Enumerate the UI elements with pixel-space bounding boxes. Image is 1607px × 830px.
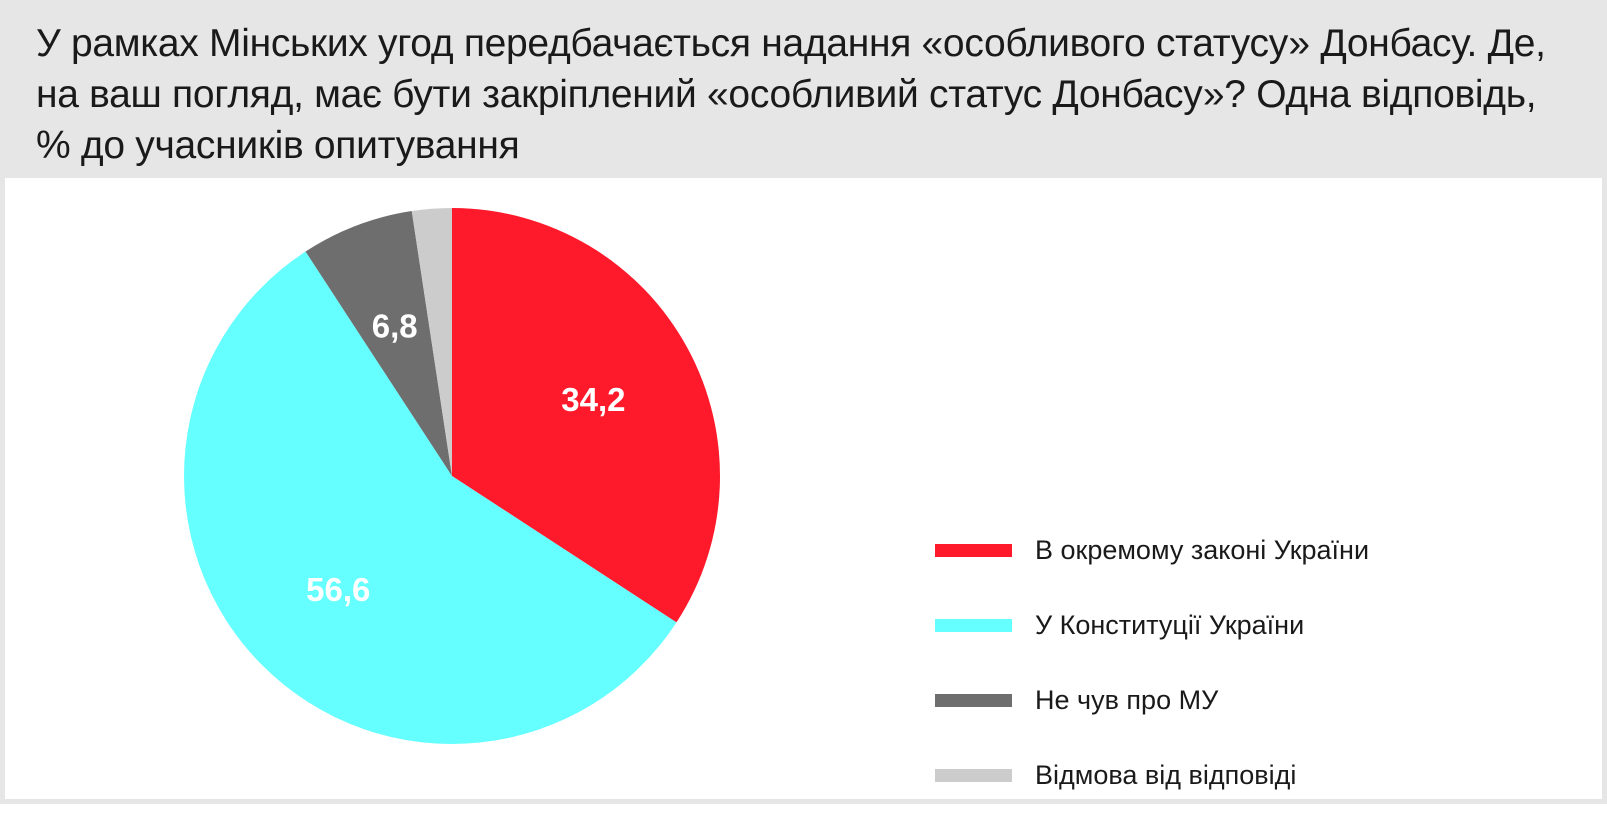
pie-chart: 34,2 56,6 6,8 — [183, 208, 720, 744]
slice-value-label-2: 6,8 — [372, 307, 418, 344]
pie-slice-0 — [452, 208, 720, 623]
pie-slice-2 — [305, 211, 452, 477]
legend-label: Не чув про МУ — [1035, 685, 1219, 715]
legend-swatch — [935, 619, 1012, 632]
chart-frame: У рамках Мінських угод передбачається на… — [0, 0, 1607, 804]
pie-slice-1 — [183, 251, 677, 744]
legend-swatch — [935, 769, 1012, 782]
legend-label: Відмова від відповіді — [1035, 760, 1297, 790]
legend-label: В окремому законі України — [1035, 535, 1370, 565]
pie-slice-3 — [411, 208, 452, 476]
chart-title: У рамках Мінських угод передбачається на… — [36, 22, 1546, 167]
legend-swatch — [935, 544, 1012, 557]
slice-value-label-0: 34,2 — [561, 381, 625, 418]
legend-swatch — [935, 694, 1012, 707]
legend-label: У Конституції України — [1035, 610, 1305, 640]
slice-value-label-1: 56,6 — [306, 571, 370, 608]
chart-panel: 34,2 56,6 6,8 В окремому законі України У К… — [5, 178, 1602, 799]
